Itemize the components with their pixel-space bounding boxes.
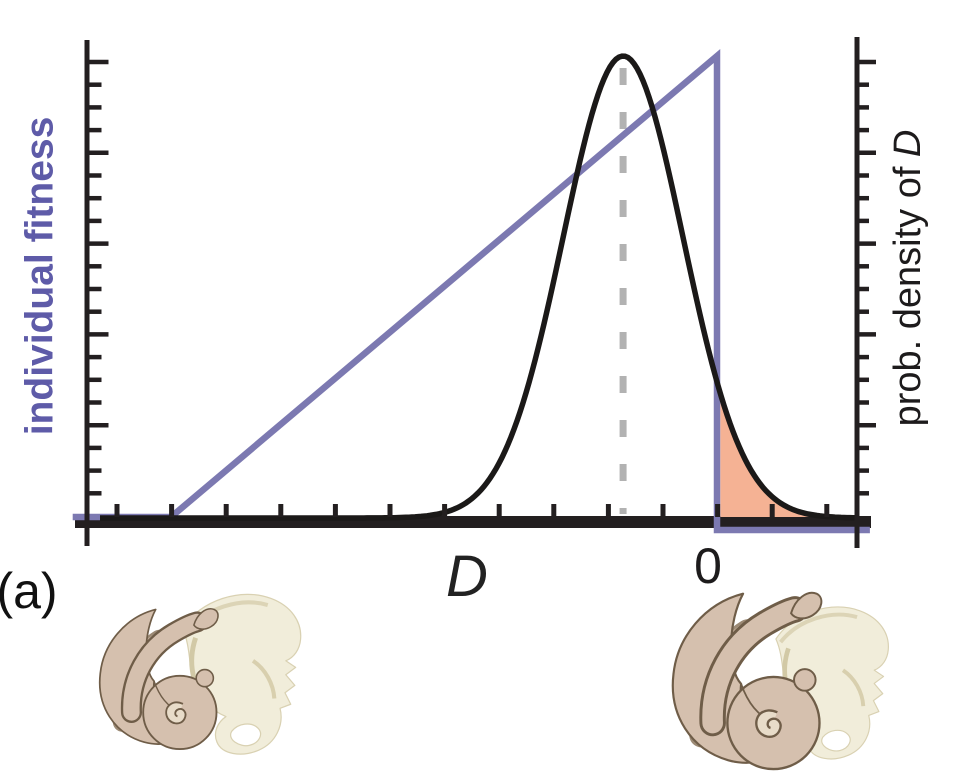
axis-layer xyxy=(84,37,876,548)
probability-density-curve xyxy=(100,53,856,521)
right-y-axis-label-variable: D xyxy=(887,129,929,158)
chart-layer xyxy=(72,49,871,534)
x-axis-label: D xyxy=(446,544,488,609)
fetus-icon xyxy=(673,593,822,769)
cliff-tail-shaded-area xyxy=(720,393,857,518)
fetus-icon xyxy=(100,609,218,749)
panel-label: (a) xyxy=(0,563,58,619)
fitness-cliff-line xyxy=(72,49,870,534)
small-neonate-in-pelvis-illustration xyxy=(100,594,301,754)
right-y-axis-label-text: prob. density of xyxy=(887,166,929,427)
right-y-axis-label: prob. density of D xyxy=(887,129,929,427)
large-neonate-in-pelvis-illustration xyxy=(673,593,889,769)
x-axis-zero-tick-label: 0 xyxy=(694,538,722,594)
left-y-axis-label: individual fitness xyxy=(18,116,62,436)
